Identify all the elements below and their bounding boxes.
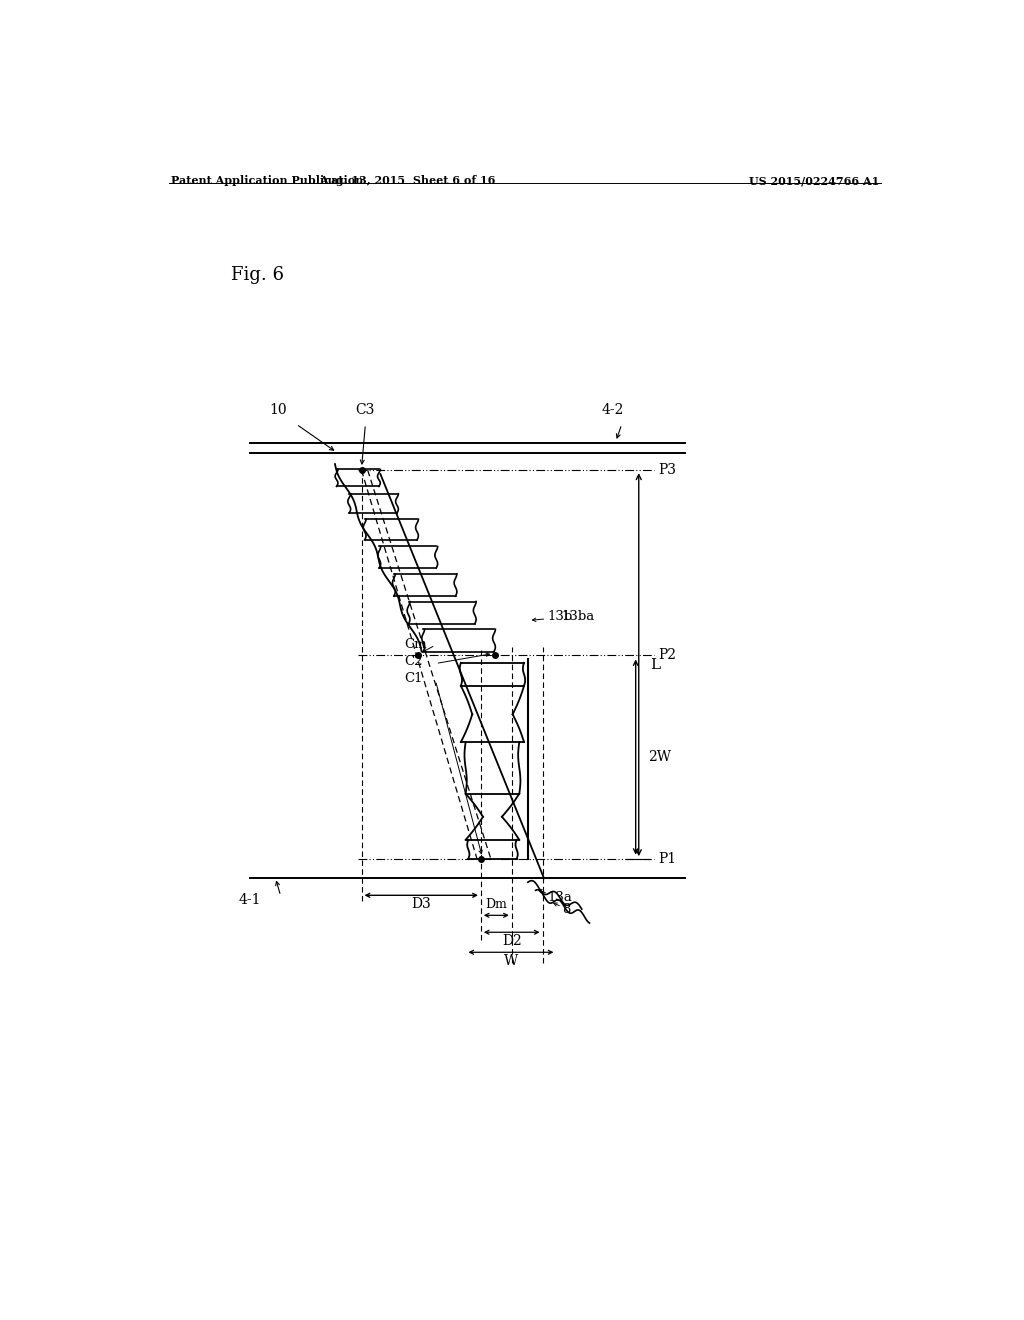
Text: Cm: Cm <box>403 638 427 651</box>
Text: 13a: 13a <box>548 891 572 904</box>
Text: 4-1: 4-1 <box>239 892 261 907</box>
Text: D3: D3 <box>412 898 431 911</box>
Text: L: L <box>650 657 660 672</box>
Text: W: W <box>504 954 518 969</box>
Text: 8: 8 <box>562 903 570 916</box>
Text: P3: P3 <box>658 463 676 478</box>
Text: 2W: 2W <box>648 750 671 764</box>
Text: 4-2: 4-2 <box>602 403 625 417</box>
Text: Aug. 13, 2015  Sheet 6 of 16: Aug. 13, 2015 Sheet 6 of 16 <box>319 176 496 186</box>
Text: D2: D2 <box>502 935 521 948</box>
Text: Patent Application Publication: Patent Application Publication <box>171 176 362 186</box>
Text: C1: C1 <box>403 672 423 685</box>
Text: 13b: 13b <box>548 610 573 623</box>
Text: P2: P2 <box>658 648 676 663</box>
Text: C3: C3 <box>355 403 375 417</box>
Text: Dm: Dm <box>485 899 507 911</box>
Text: Fig. 6: Fig. 6 <box>230 267 284 284</box>
Text: 10: 10 <box>269 403 287 417</box>
Text: P1: P1 <box>658 853 676 866</box>
Text: 13ba: 13ba <box>562 610 595 623</box>
Text: C2: C2 <box>403 655 423 668</box>
Text: US 2015/0224766 A1: US 2015/0224766 A1 <box>749 176 879 186</box>
